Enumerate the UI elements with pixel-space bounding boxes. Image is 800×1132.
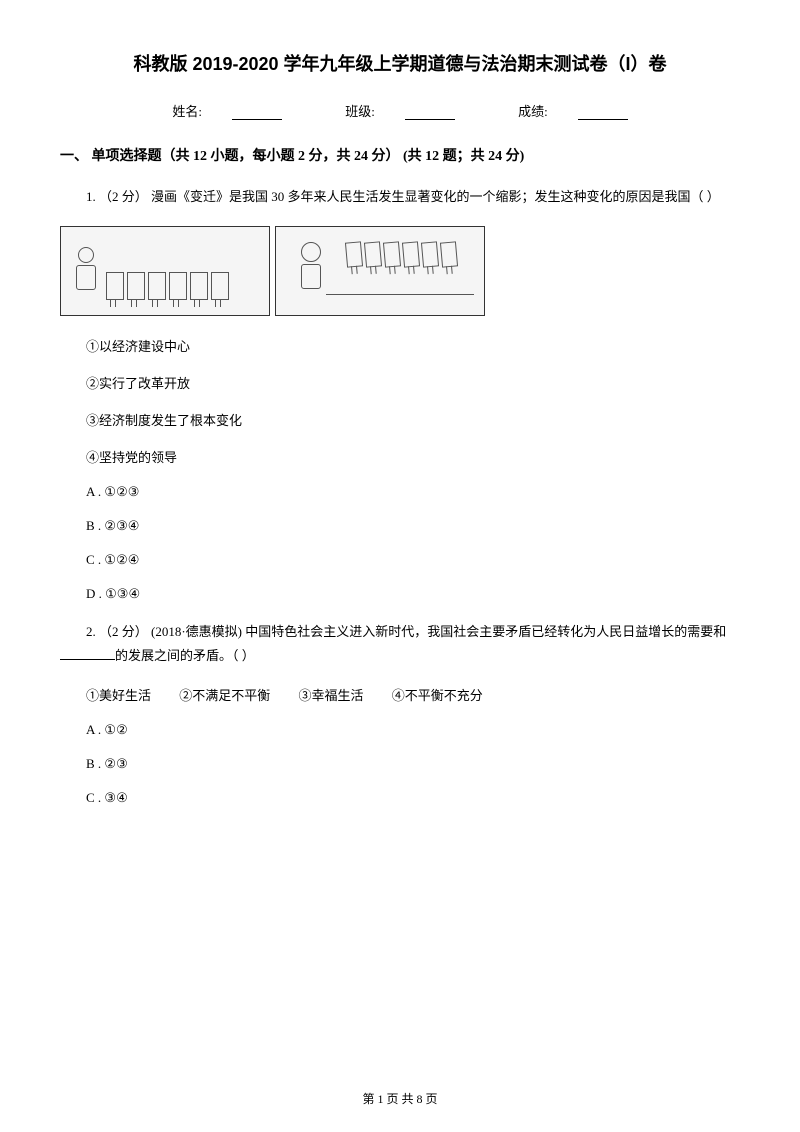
name-blank[interactable] xyxy=(232,107,282,120)
comic-panel-2 xyxy=(275,226,485,316)
items-row xyxy=(106,272,229,300)
q2-inline-opt-3: ③幸福生活 xyxy=(299,688,364,703)
q2-inline-opt-1: ①美好生活 xyxy=(86,688,151,703)
score-label: 成绩: xyxy=(503,104,643,119)
score-blank[interactable] xyxy=(578,107,628,120)
person-figure-icon xyxy=(71,247,101,302)
fill-blank[interactable] xyxy=(60,659,115,660)
q1-choice-b[interactable]: B . ②③④ xyxy=(60,518,740,534)
page-footer: 第 1 页 共 8 页 xyxy=(0,1090,800,1107)
q1-option-4: ④坚持党的领导 xyxy=(60,447,740,466)
comic-panel-1 xyxy=(60,226,270,316)
question-1-text: 1. （2 分） 漫画《变迁》是我国 30 多年来人民生活发生显著变化的一个缩影… xyxy=(60,185,740,208)
q1-choice-a[interactable]: A . ①②③ xyxy=(60,484,740,500)
student-info-row: 姓名: 班级: 成绩: xyxy=(60,101,740,120)
class-blank[interactable] xyxy=(405,107,455,120)
q1-option-1: ①以经济建设中心 xyxy=(60,336,740,355)
question-2-text: 2. （2 分） (2018·德惠模拟) 中国特色社会主义进入新时代，我国社会主… xyxy=(60,620,740,667)
items-row xyxy=(346,242,457,267)
q2-choice-b[interactable]: B . ②③ xyxy=(60,756,740,772)
q1-option-2: ②实行了改革开放 xyxy=(60,373,740,392)
class-label: 班级: xyxy=(330,104,470,119)
comic-image-row xyxy=(60,226,740,316)
q1-choice-d[interactable]: D . ①③④ xyxy=(60,586,740,602)
q2-inline-opt-2: ②不满足不平衡 xyxy=(179,688,270,703)
q1-choice-c[interactable]: C . ①②④ xyxy=(60,552,740,568)
name-label: 姓名: xyxy=(157,104,297,119)
exam-title: 科教版 2019-2020 学年九年级上学期道德与法治期末测试卷（I）卷 xyxy=(60,50,740,76)
q2-inline-opt-4: ④不平衡不充分 xyxy=(392,688,483,703)
person-figure-icon xyxy=(296,242,326,297)
q1-option-3: ③经济制度发生了根本变化 xyxy=(60,410,740,429)
q2-choice-c[interactable]: C . ③④ xyxy=(60,790,740,806)
q2-choice-a[interactable]: A . ①② xyxy=(60,722,740,738)
q2-inline-options: ①美好生活 ②不满足不平衡 ③幸福生活 ④不平衡不充分 xyxy=(60,685,740,704)
section-header: 一、 单项选择题（共 12 小题，每小题 2 分，共 24 分） (共 12 题… xyxy=(60,145,740,165)
